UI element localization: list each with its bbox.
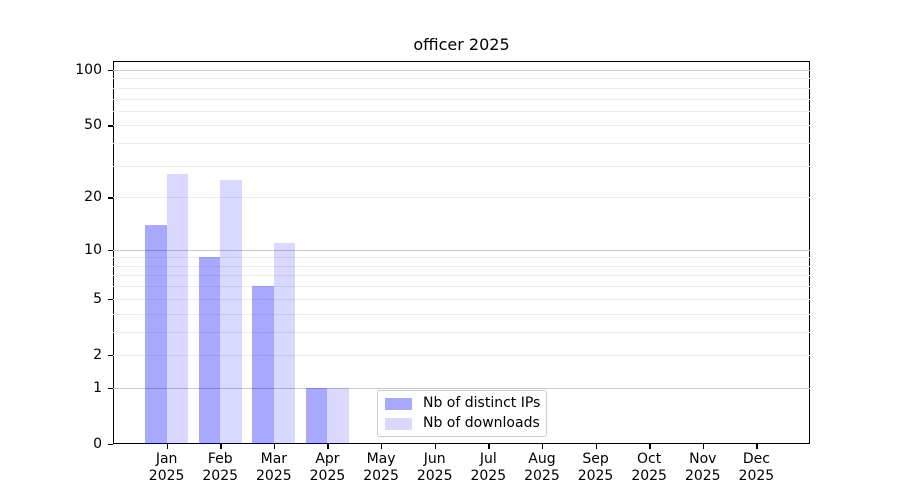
legend: Nb of distinct IPs Nb of downloads	[377, 390, 547, 437]
y-tick-mark	[108, 125, 113, 127]
bar-downloads-feb	[220, 179, 242, 444]
y-tick-mark	[108, 387, 113, 390]
legend-label-distinct-ips: Nb of distinct IPs	[423, 395, 541, 411]
y-tick-label: 2	[93, 346, 102, 363]
x-tick-label: Sep 2025	[577, 451, 614, 484]
bar-downloads-jan	[166, 173, 188, 444]
minor-gridline	[113, 143, 810, 145]
y-tick-label: 20	[84, 189, 102, 206]
legend-item-distinct-ips: Nb of distinct IPs	[385, 396, 546, 411]
minor-gridline	[113, 125, 810, 127]
major-gridline	[113, 69, 810, 71]
chart-title: officer 2025	[413, 35, 510, 54]
x-tick-label: Jul 2025	[470, 451, 507, 484]
x-tick-label: Apr 2025	[309, 451, 346, 484]
x-tick-label: Jun 2025	[416, 451, 453, 484]
y-tick-mark	[108, 298, 113, 301]
y-tick-mark	[108, 354, 113, 357]
x-tick-mark	[434, 444, 437, 449]
bar-downloads-mar	[273, 242, 296, 444]
x-tick-label: Feb 2025	[202, 451, 239, 484]
x-tick-mark	[220, 444, 222, 449]
plot-area	[113, 61, 810, 444]
x-tick-label: Nov 2025	[684, 451, 721, 484]
minor-gridline	[113, 78, 810, 80]
minor-gridline	[113, 98, 810, 100]
x-tick-label: Oct 2025	[631, 451, 667, 484]
y-tick-label: 5	[93, 290, 102, 307]
x-tick-label: May 2025	[363, 451, 399, 484]
minor-gridline	[113, 298, 810, 300]
major-gridline	[113, 387, 810, 389]
bar-distinct-ips-mar	[252, 286, 274, 444]
x-tick-mark	[595, 444, 597, 449]
minor-gridline	[113, 87, 810, 89]
y-tick-mark	[108, 444, 113, 446]
x-tick-label: Aug 2025	[524, 451, 560, 484]
minor-gridline	[113, 286, 810, 288]
x-tick-mark	[756, 444, 758, 449]
major-gridline	[113, 249, 810, 251]
y-tick-label: 0	[93, 436, 102, 452]
legend-label-downloads: Nb of downloads	[423, 415, 540, 431]
y-tick-label: 50	[84, 117, 102, 134]
x-tick-mark	[166, 444, 168, 449]
minor-gridline	[113, 197, 810, 199]
y-tick-label: 1	[93, 379, 102, 396]
x-tick-mark	[702, 444, 705, 449]
minor-gridline	[113, 354, 810, 356]
bar-distinct-ips-jan	[145, 224, 167, 444]
minor-gridline	[113, 331, 810, 333]
legend-item-downloads: Nb of downloads	[385, 416, 546, 431]
legend-swatch-downloads-icon	[385, 417, 412, 430]
y-tick-label: 10	[84, 241, 102, 258]
x-tick-mark	[381, 444, 383, 449]
bar-downloads-apr	[327, 387, 349, 444]
minor-gridline	[113, 257, 810, 259]
x-tick-label: Jan 2025	[148, 451, 185, 484]
legend-swatch-distinct-ips-icon	[385, 397, 412, 410]
bar-distinct-ips-apr	[306, 387, 328, 444]
x-tick-mark	[649, 444, 651, 449]
y-tick-mark	[108, 197, 113, 199]
y-tick-label: 100	[75, 61, 102, 78]
x-tick-mark	[327, 444, 329, 449]
y-tick-mark	[108, 69, 113, 72]
minor-gridline	[113, 110, 810, 112]
x-tick-mark	[488, 444, 490, 449]
minor-gridline	[113, 265, 810, 267]
x-tick-mark	[541, 444, 544, 449]
x-tick-label: Mar 2025	[256, 451, 292, 484]
y-tick-mark	[108, 249, 113, 252]
minor-gridline	[113, 313, 810, 315]
minor-gridline	[113, 165, 810, 167]
minor-gridline	[113, 275, 810, 277]
x-tick-label: Dec 2025	[738, 451, 775, 484]
x-tick-mark	[273, 444, 276, 449]
bar-distinct-ips-feb	[198, 257, 221, 444]
